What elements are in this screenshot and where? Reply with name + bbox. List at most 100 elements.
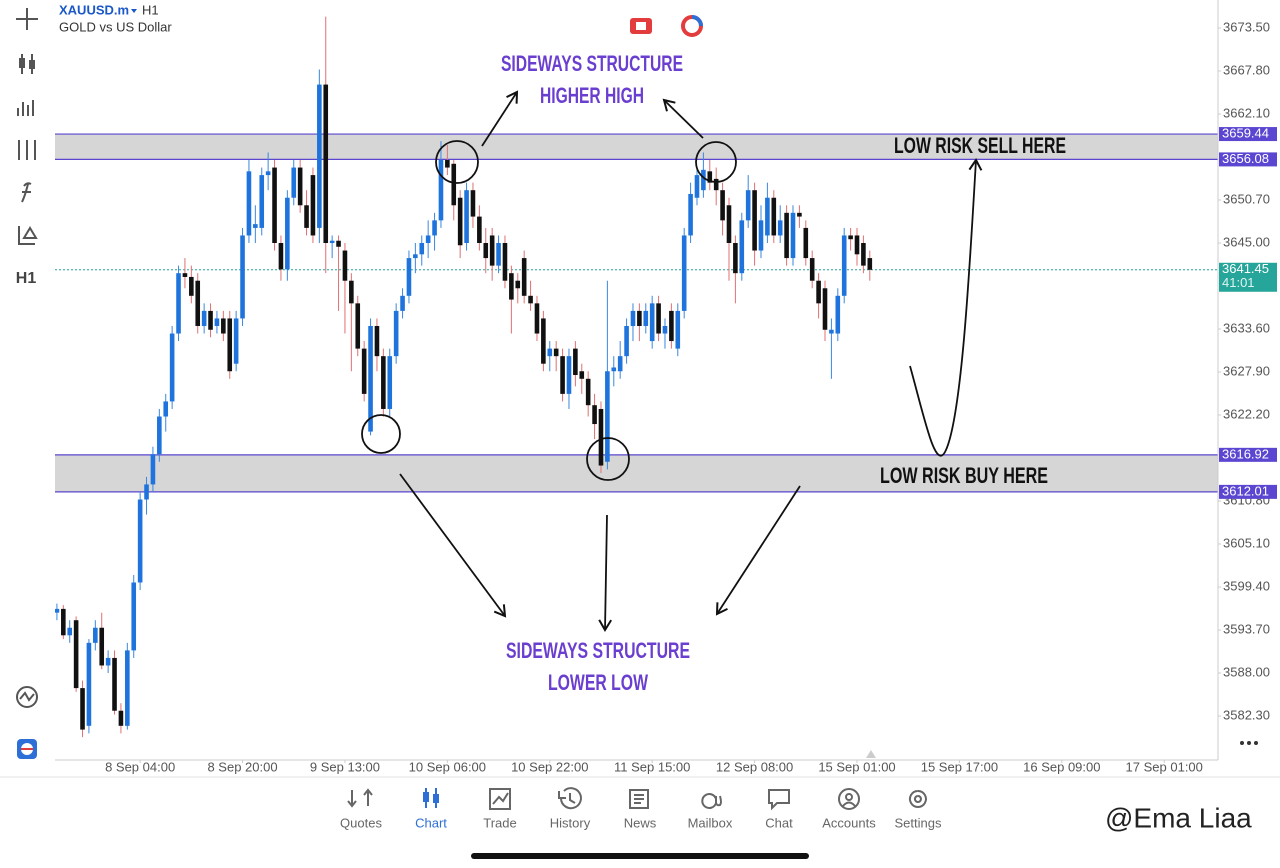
candle-body [195,280,201,326]
candle-body [259,175,265,228]
level-label: 3616.92 [1222,446,1269,461]
circle-marker [586,437,630,481]
crosshair-icon[interactable] [16,8,38,30]
circle-marker [361,414,401,454]
y-tick-label: 3588.00 [1223,664,1270,679]
nav-label[interactable]: Mailbox [688,815,733,830]
nav-icon[interactable] [489,788,511,810]
candle-body [425,235,431,243]
curved-arrow [909,158,983,457]
candle-body [515,280,521,289]
candle-body [221,318,226,334]
candle-body [291,167,297,198]
candle-body [93,627,98,643]
candle-body [131,582,137,651]
candle-body [438,160,444,221]
candle-body [579,371,585,379]
nav-icon[interactable] [701,793,722,809]
candle-body [265,171,271,176]
signals-icon[interactable] [16,686,38,708]
nav-icon[interactable] [347,788,373,808]
candle-body [317,84,322,228]
candle-body [483,242,489,259]
y-tick-label: 3650.70 [1223,191,1270,206]
candle-body [342,250,348,281]
zone [55,454,1218,492]
candle-body [157,416,162,455]
indicators-icon[interactable] [17,100,34,116]
candle-body [374,325,380,357]
y-tick-label: 3605.10 [1223,535,1270,550]
x-tick-label: 15 Sep 17:00 [921,759,998,774]
candle-body [304,205,309,228]
timeframe-button[interactable]: H1 [16,270,37,287]
candle-body [323,84,329,243]
plot-area [55,16,1218,738]
x-tick-label: 8 Sep 20:00 [207,759,277,774]
candle-body [496,242,501,266]
nav-icon [423,792,429,802]
candle-body [112,657,117,711]
nav-label[interactable]: Accounts [822,815,876,830]
candle-body [867,258,873,270]
more-icon [1247,741,1251,745]
settings-sliders-icon[interactable] [18,140,36,160]
candle-body [643,310,649,326]
annotation: LOWER LOW [548,670,648,695]
candle-body [784,212,789,259]
candle-body [745,190,751,221]
y-tick-label: 3645.00 [1223,234,1270,249]
arrow [662,98,704,139]
nav-label[interactable]: Chat [765,815,793,830]
candle-body [662,325,668,334]
scroll-marker[interactable] [866,750,876,758]
candle-body [137,499,143,583]
nav-icon[interactable] [629,789,649,809]
nav-icon[interactable] [909,790,927,808]
candle-body [355,303,361,349]
candle-body [477,216,482,243]
y-tick-label: 3633.60 [1223,320,1270,335]
candle-body [816,280,821,304]
candle-body [534,303,540,334]
candle-body [617,356,623,372]
level-label: 3656.08 [1222,151,1269,166]
candle-body [349,280,354,304]
objects-icon[interactable] [18,226,38,245]
bar-timer: 41:01 [1222,275,1255,290]
more-icon[interactable] [1240,741,1244,745]
nav-label[interactable]: Settings [895,815,942,830]
candle-body [649,303,655,342]
candle-body [553,348,559,357]
candles-icon [19,58,25,68]
candle-body [541,318,546,364]
nav-label[interactable]: Trade [483,815,516,830]
candle-body [624,325,629,357]
candle-body [182,273,188,277]
candle-body [726,205,732,243]
circle-marker [435,140,479,184]
nav-icon[interactable] [558,787,582,810]
candle-body [547,348,553,357]
nav-label[interactable]: News [624,815,657,830]
arrow [598,514,613,632]
nav-label[interactable]: History [550,815,591,830]
candle-body [445,160,450,168]
symbol[interactable]: XAUUSD.m [59,2,129,17]
dropdown-arrow[interactable] [131,9,137,13]
nav-icon[interactable] [768,789,790,811]
function-icon[interactable] [21,182,32,203]
watermark: @Ema Liaa [1105,802,1252,833]
nav-label[interactable]: Chart [415,815,447,830]
candle-body [630,310,636,326]
candle-body [720,190,725,221]
candle-body [675,310,681,349]
nav-label[interactable]: Quotes [340,815,382,830]
candle-body [336,240,341,247]
candle-body [560,356,565,394]
candle-body [86,642,92,726]
y-tick-label: 3622.20 [1223,406,1270,421]
y-tick-label: 3599.40 [1223,578,1270,593]
candle-body [528,295,533,304]
nav-icon[interactable] [837,788,860,810]
